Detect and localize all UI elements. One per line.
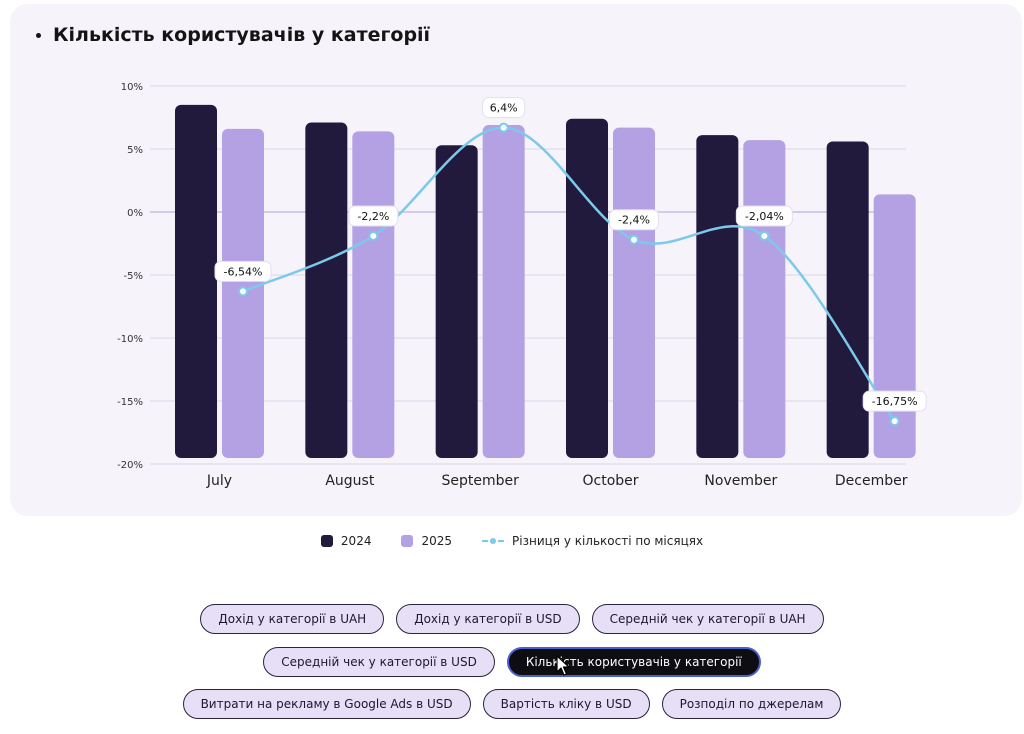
metric-button-source-distribution[interactable]: Розподіл по джерелам — [661, 689, 842, 719]
difference-point — [498, 122, 509, 133]
bar-2024 — [435, 145, 478, 458]
data-label-box — [348, 205, 399, 227]
bar-2025 — [482, 125, 525, 458]
data-label: -2,2% — [357, 210, 389, 223]
x-tick-label: August — [325, 473, 375, 489]
data-label-box — [862, 390, 927, 412]
bullet-dot — [36, 32, 41, 38]
data-label-box — [482, 97, 526, 119]
metric-button-cost-per-click[interactable]: Вартість кліку в USD — [482, 689, 650, 719]
bar-2024 — [696, 135, 739, 458]
bar-2025 — [613, 127, 655, 458]
difference-point — [238, 286, 248, 297]
metric-button-users-count[interactable]: Кількість користувачів у категорії — [506, 647, 761, 677]
difference-point — [759, 230, 770, 241]
y-tick-label: -5% — [124, 271, 143, 282]
chart-title: Кількість користувачів у категорії — [53, 24, 431, 46]
legend-item-difference[interactable]: Різниця у кількості по місяцях — [482, 534, 703, 548]
bar-2024 — [305, 122, 348, 458]
metric-button-google-ads-spend[interactable]: Витрати на рекламу в Google Ads в USD — [182, 689, 471, 719]
y-tick-label: -10% — [117, 334, 143, 345]
difference-point — [889, 416, 900, 427]
y-tick-label: -20% — [117, 460, 143, 471]
metric-button-avg-check-uah[interactable]: Середній чек у категорії в UAH — [591, 604, 824, 634]
y-tick-label: -15% — [117, 397, 143, 408]
bar-2024 — [175, 104, 217, 459]
bar-2025 — [743, 140, 786, 458]
data-label: 6,4% — [490, 102, 518, 115]
bar-2024 — [566, 118, 608, 458]
x-tick-label: September — [441, 473, 519, 489]
y-tick-label: 0% — [127, 208, 143, 219]
difference-point — [629, 234, 639, 245]
metric-buttons-row-1: Дохід у категорії в UAH Дохід у категорі… — [0, 604, 1024, 634]
data-label: -2,4% — [618, 214, 650, 227]
data-label-box — [214, 260, 272, 282]
legend-swatch-2024 — [320, 535, 333, 547]
data-label-box — [609, 209, 659, 231]
data-label: -16,75% — [872, 395, 918, 408]
bar-2025 — [352, 131, 395, 459]
x-tick-label: November — [704, 473, 777, 489]
legend-swatch-difference — [482, 535, 505, 547]
metric-button-avg-check-usd[interactable]: Середній чек у категорії в USD — [263, 647, 495, 677]
legend-label-2025: 2025 — [421, 534, 453, 548]
metric-button-income-uah[interactable]: Дохід у категорії в UAH — [200, 604, 385, 634]
legend-label-2024: 2024 — [340, 534, 372, 548]
metric-button-income-usd[interactable]: Дохід у категорії в USD — [396, 604, 580, 634]
metric-buttons-row-3: Витрати на рекламу в Google Ads в USD Ва… — [0, 689, 1024, 719]
data-label: -6,54% — [224, 265, 263, 278]
mouse-pointer-icon — [556, 655, 570, 676]
data-label: -2,04% — [745, 210, 784, 223]
x-tick-label: December — [835, 473, 908, 489]
x-tick-label: October — [582, 473, 638, 489]
difference-point — [368, 230, 379, 241]
legend-item-2024[interactable]: 2024 — [320, 534, 372, 548]
metric-buttons-row-2: Середній чек у категорії в USD Кількість… — [0, 647, 1024, 677]
legend-swatch-2025 — [401, 535, 414, 547]
legend-item-2025[interactable]: 2025 — [401, 534, 452, 548]
y-tick-label: 5% — [127, 145, 143, 156]
bar-2024 — [826, 141, 869, 458]
chart-svg: 10% 5% 0% -5% -10% -15% -20% July August Septembe… — [117, 82, 927, 489]
y-tick-label: 10% — [121, 82, 143, 93]
x-tick-label: July — [206, 473, 232, 489]
data-label-box — [735, 205, 793, 227]
legend-label-difference: Різниця у кількості по місяцях — [512, 534, 704, 548]
chart-legend: 2024 2025 Різниця у кількості по місяцях — [0, 534, 1024, 548]
chart-title-wrap: Кількість користувачів у категорії — [36, 24, 430, 46]
